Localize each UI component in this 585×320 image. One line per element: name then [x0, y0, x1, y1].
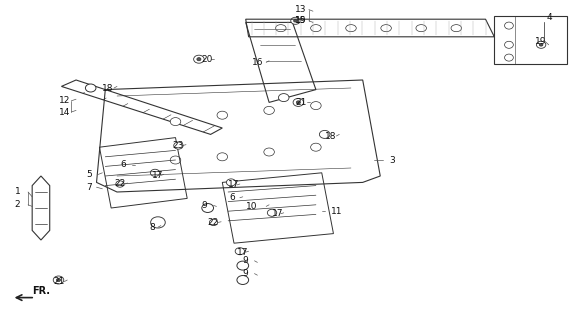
- Text: 4: 4: [547, 13, 553, 22]
- Ellipse shape: [53, 276, 64, 284]
- Text: 6: 6: [229, 193, 235, 202]
- Text: FR.: FR.: [32, 286, 50, 296]
- Ellipse shape: [170, 118, 181, 126]
- Ellipse shape: [294, 20, 297, 22]
- Ellipse shape: [451, 25, 462, 32]
- Text: 16: 16: [252, 58, 263, 67]
- Text: 22: 22: [114, 180, 125, 188]
- Ellipse shape: [56, 278, 61, 282]
- Text: 22: 22: [208, 218, 219, 227]
- Ellipse shape: [504, 22, 514, 29]
- Text: 8: 8: [149, 223, 155, 232]
- Ellipse shape: [539, 44, 543, 46]
- Text: 10: 10: [246, 202, 257, 211]
- Ellipse shape: [217, 153, 228, 161]
- Text: 3: 3: [389, 156, 395, 164]
- Text: 1: 1: [15, 188, 20, 196]
- Text: 11: 11: [331, 207, 342, 216]
- Ellipse shape: [536, 41, 546, 48]
- Ellipse shape: [504, 54, 514, 61]
- Text: 19: 19: [535, 37, 547, 46]
- Ellipse shape: [174, 142, 183, 149]
- Text: 9: 9: [202, 201, 208, 210]
- Ellipse shape: [226, 179, 236, 186]
- Ellipse shape: [311, 25, 321, 32]
- Ellipse shape: [278, 93, 289, 102]
- Ellipse shape: [209, 219, 218, 226]
- Ellipse shape: [267, 209, 277, 216]
- Text: 15: 15: [295, 16, 307, 25]
- Ellipse shape: [311, 143, 321, 151]
- Ellipse shape: [416, 25, 426, 32]
- Text: 17: 17: [228, 180, 240, 189]
- Text: 17: 17: [152, 171, 164, 180]
- Text: 18: 18: [102, 84, 114, 92]
- Ellipse shape: [237, 276, 249, 284]
- Ellipse shape: [151, 217, 166, 228]
- Ellipse shape: [293, 99, 304, 107]
- Ellipse shape: [311, 102, 321, 110]
- Text: 14: 14: [58, 108, 70, 116]
- Text: 17: 17: [272, 209, 284, 218]
- Text: 6: 6: [120, 160, 126, 169]
- Text: 9: 9: [243, 256, 249, 265]
- Ellipse shape: [116, 181, 124, 187]
- Ellipse shape: [150, 169, 160, 176]
- Text: 5: 5: [87, 170, 92, 179]
- Text: 9: 9: [243, 269, 249, 278]
- Text: 13: 13: [295, 5, 307, 14]
- Ellipse shape: [237, 261, 249, 270]
- Ellipse shape: [381, 25, 391, 32]
- Ellipse shape: [197, 58, 201, 61]
- Ellipse shape: [264, 148, 274, 156]
- Text: 21: 21: [54, 277, 65, 286]
- Ellipse shape: [291, 17, 300, 24]
- Text: 7: 7: [87, 183, 92, 192]
- Ellipse shape: [319, 130, 330, 138]
- Ellipse shape: [276, 25, 286, 32]
- Ellipse shape: [504, 41, 514, 48]
- Text: 21: 21: [295, 98, 307, 107]
- Ellipse shape: [346, 25, 356, 32]
- Ellipse shape: [170, 156, 181, 164]
- Text: 23: 23: [173, 141, 184, 150]
- Text: 2: 2: [15, 200, 20, 209]
- Text: 18: 18: [325, 132, 336, 140]
- Text: 20: 20: [202, 55, 213, 64]
- Text: 19: 19: [295, 16, 307, 25]
- Ellipse shape: [217, 111, 228, 119]
- Text: 12: 12: [58, 96, 70, 105]
- Ellipse shape: [85, 84, 96, 92]
- Text: 17: 17: [237, 248, 249, 257]
- Ellipse shape: [202, 204, 214, 212]
- Ellipse shape: [235, 248, 245, 255]
- Ellipse shape: [264, 106, 274, 115]
- Ellipse shape: [194, 55, 204, 63]
- Ellipse shape: [297, 101, 301, 104]
